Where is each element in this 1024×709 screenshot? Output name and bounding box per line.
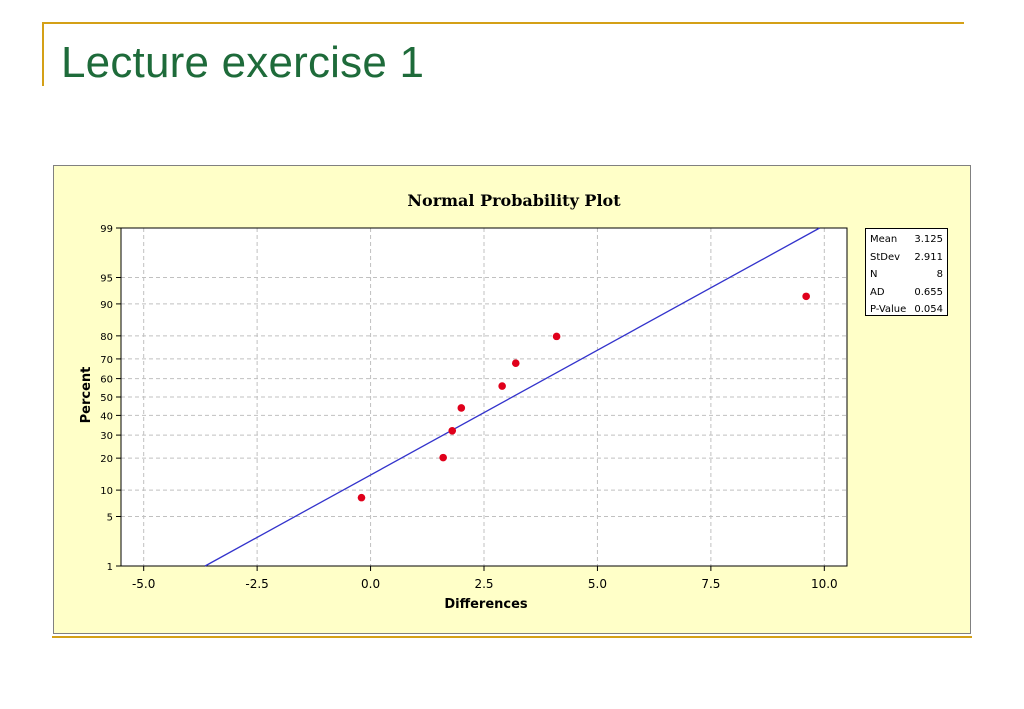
x-axis-label: Differences [444,597,528,612]
y-tick-label: 30 [100,431,113,442]
x-tick-label: 10.0 [811,577,838,591]
data-point [511,359,520,368]
x-tick-label: 0.0 [361,577,380,591]
y-tick-label: 99 [100,224,113,235]
stat-row-stdev: StDev 2.911 [870,251,943,263]
data-point [802,292,810,301]
x-tick-label: -5.0 [132,577,155,591]
left-rule [42,22,44,86]
stat-row-ad: AD 0.655 [870,286,943,298]
x-tick-label: 7.5 [701,577,720,591]
y-tick-label: 50 [100,393,113,404]
plot-border [120,227,848,567]
y-tick-label: 90 [100,300,113,311]
y-tick-label: 70 [100,355,113,366]
y-tick-label: 60 [100,375,113,386]
x-tick-label: 5.0 [588,577,607,591]
y-axis-label: Percent [79,367,94,424]
y-tick-label: 5 [107,512,113,523]
y-tick-label: 40 [100,411,113,422]
fit-line [204,227,820,567]
y-tick-label: 1 [107,562,113,573]
data-point [439,453,447,462]
x-tick-label: -2.5 [245,577,268,591]
data-point [552,332,561,341]
y-tick-label: 20 [100,454,113,465]
stat-row-pvalue: P-Value 0.054 [870,304,943,315]
data-point [448,426,457,435]
bottom-rule [52,636,972,638]
data-point [357,493,366,502]
y-tick-label: 10 [100,486,113,497]
top-rule [42,22,964,24]
x-tick-label: 2.5 [474,577,493,591]
y-tick-label: 80 [100,332,113,343]
data-point [457,404,466,412]
y-tick-label: 95 [100,274,113,285]
stat-row-mean: Mean 3.125 [870,234,943,245]
slide-title: Lecture exercise 1 [61,38,425,87]
chart-title: Normal Probability Plot [407,191,621,210]
data-point [498,382,506,390]
